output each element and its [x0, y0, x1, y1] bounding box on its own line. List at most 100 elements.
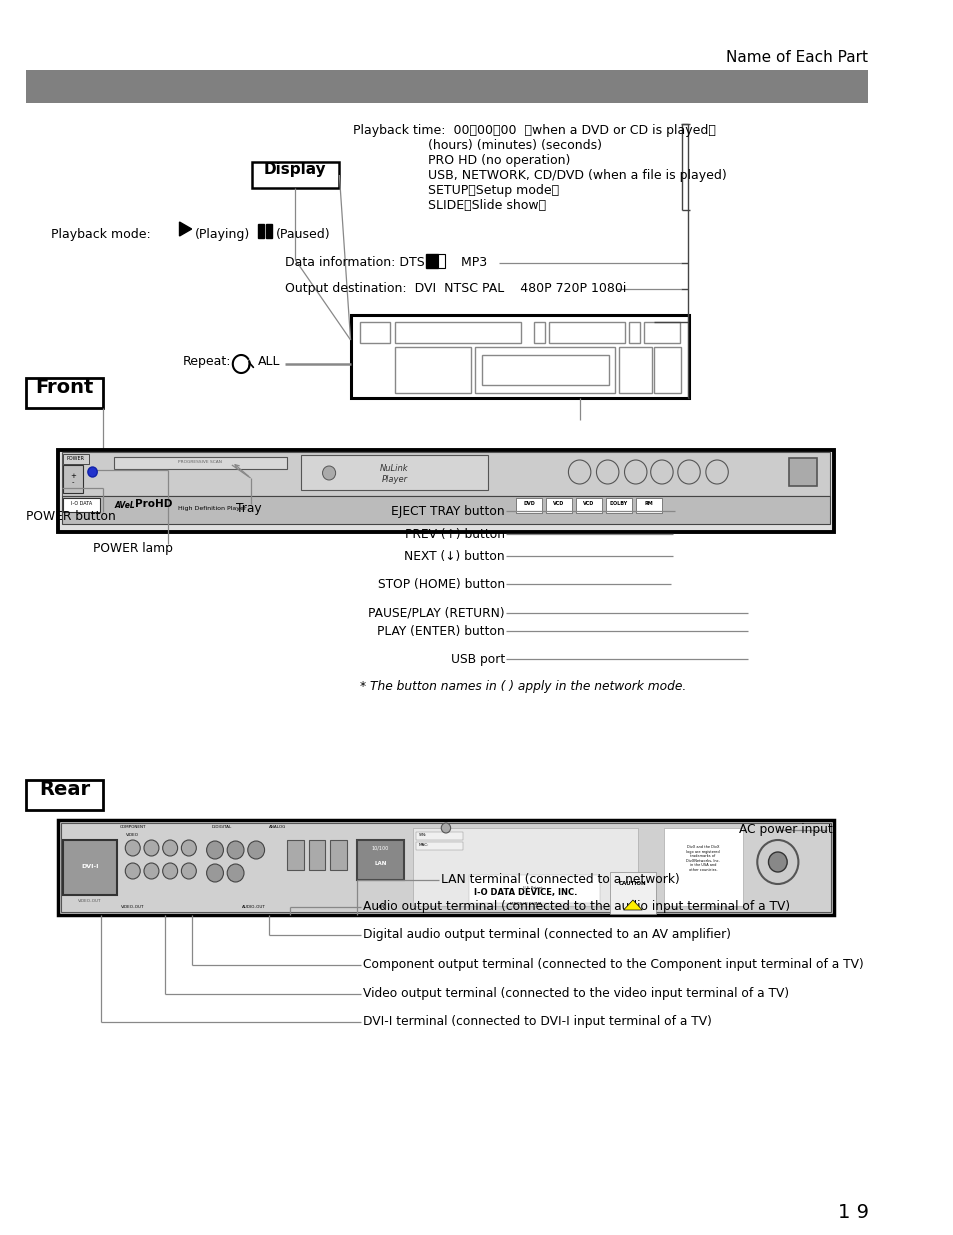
Text: Output destination:  DVI  NTSC PAL    480P 720P 1080i: Output destination: DVI NTSC PAL 480P 72…	[285, 282, 626, 295]
Text: PAUSE/PLAY (RETURN): PAUSE/PLAY (RETURN)	[368, 606, 504, 620]
Text: 1 9: 1 9	[838, 1203, 868, 1221]
Text: AVeL Link Player: AVeL Link Player	[349, 103, 544, 124]
Bar	[350, 315, 688, 398]
Circle shape	[924, 459, 949, 485]
Bar	[63, 454, 89, 464]
Circle shape	[144, 863, 159, 879]
Text: ALL: ALL	[257, 354, 280, 368]
Circle shape	[768, 852, 786, 872]
Text: ProHD: ProHD	[134, 499, 172, 509]
Bar	[61, 823, 830, 911]
Text: Display: Display	[264, 162, 326, 177]
Circle shape	[88, 467, 97, 477]
Polygon shape	[179, 222, 192, 236]
Text: Tray: Tray	[235, 501, 261, 515]
Text: DOLBY: DOLBY	[609, 501, 627, 506]
Text: Repeat:: Repeat:	[182, 354, 231, 368]
Bar	[576, 498, 601, 513]
Text: EJECT TRAY button: EJECT TRAY button	[391, 505, 504, 517]
Text: STOP (HOME) button: STOP (HOME) button	[377, 578, 504, 592]
Circle shape	[181, 840, 196, 856]
Circle shape	[227, 864, 244, 882]
Bar	[548, 322, 625, 343]
Circle shape	[163, 863, 177, 879]
Text: I-O DATA: I-O DATA	[71, 501, 91, 506]
Text: VIDEO-OUT: VIDEO-OUT	[121, 905, 144, 909]
Bar	[356, 840, 403, 881]
Bar	[257, 224, 263, 238]
Text: Front: Front	[35, 378, 93, 396]
Bar	[395, 347, 471, 393]
Bar	[609, 872, 656, 914]
Bar	[266, 224, 272, 238]
Text: PLAY (ENTER) button: PLAY (ENTER) button	[376, 625, 504, 638]
Text: D.DIGITAL: D.DIGITAL	[212, 825, 232, 829]
Text: NuLink
Player: NuLink Player	[380, 464, 409, 484]
Bar	[308, 840, 325, 869]
Text: DVI-I: DVI-I	[81, 864, 98, 869]
Text: +
-: + -	[70, 473, 76, 485]
Text: DVD: DVD	[523, 501, 535, 506]
Text: AUDIO-OUT: AUDIO-OUT	[242, 905, 266, 909]
Text: U.S. Patent...: U.S. Patent...	[522, 885, 546, 890]
Bar	[26, 378, 103, 408]
Bar	[62, 496, 829, 524]
Text: USB, NETWORK, CD/DVD (when a file is played): USB, NETWORK, CD/DVD (when a file is pla…	[428, 169, 726, 182]
Bar	[469, 876, 599, 903]
Text: POWER: POWER	[67, 457, 85, 462]
Bar	[534, 322, 544, 343]
Bar	[114, 457, 287, 469]
Text: POWER lamp: POWER lamp	[93, 542, 173, 555]
Circle shape	[705, 459, 727, 484]
Bar	[253, 162, 339, 188]
Text: PRO HD (no operation): PRO HD (no operation)	[428, 154, 570, 167]
Bar	[62, 452, 829, 496]
Text: Rear: Rear	[39, 781, 90, 799]
Text: MP3: MP3	[448, 256, 486, 269]
Bar	[395, 322, 520, 343]
Text: POWER button: POWER button	[26, 510, 116, 522]
Circle shape	[441, 823, 450, 832]
Circle shape	[624, 459, 646, 484]
Text: MAC:: MAC:	[418, 844, 429, 847]
Text: I-O DATA DEVICE, INC.: I-O DATA DEVICE, INC.	[474, 888, 577, 897]
Bar	[629, 322, 639, 343]
Text: Data information: DTS: Data information: DTS	[285, 256, 424, 269]
Circle shape	[322, 466, 335, 480]
Bar	[605, 498, 631, 513]
Bar	[63, 466, 83, 493]
Text: Playback time:  00：00：00  （when a DVD or CD is played）: Playback time: 00：00：00 （when a DVD or C…	[353, 124, 716, 137]
Text: PROGRESSIVE SCAN: PROGRESSIVE SCAN	[178, 459, 222, 464]
Text: Audio output terminal (connected to the audio input terminal of a TV): Audio output terminal (connected to the …	[362, 900, 789, 913]
Polygon shape	[623, 900, 641, 910]
Circle shape	[596, 459, 618, 484]
Bar	[63, 498, 100, 513]
Text: MADE IN CHINA: MADE IN CHINA	[509, 902, 540, 906]
Circle shape	[568, 459, 590, 484]
Bar	[63, 840, 116, 895]
Circle shape	[650, 459, 673, 484]
Text: NEXT (↓) button: NEXT (↓) button	[404, 550, 504, 563]
Bar	[287, 840, 303, 869]
Text: (hours) (minutes) (seconds): (hours) (minutes) (seconds)	[428, 140, 601, 152]
Circle shape	[125, 863, 140, 879]
Text: (Playing): (Playing)	[194, 228, 250, 241]
Bar	[26, 70, 866, 103]
Text: Component output terminal (connected to the Component input terminal of a TV): Component output terminal (connected to …	[362, 958, 862, 971]
Bar	[26, 781, 103, 810]
Text: LAN terminal (connected to a network): LAN terminal (connected to a network)	[441, 873, 679, 885]
Bar	[413, 827, 637, 906]
Bar	[416, 842, 462, 850]
Circle shape	[181, 863, 196, 879]
Text: COMPONENT: COMPONENT	[119, 825, 146, 829]
Circle shape	[144, 840, 159, 856]
Text: USB port: USB port	[450, 653, 504, 666]
Bar	[58, 450, 833, 532]
Text: 10/100: 10/100	[372, 846, 389, 851]
Circle shape	[207, 864, 223, 882]
Bar	[654, 347, 679, 393]
Text: * The button names in ( ) apply in the network mode.: * The button names in ( ) apply in the n…	[359, 680, 685, 693]
Bar	[663, 827, 742, 906]
Text: PREV (↑) button: PREV (↑) button	[404, 529, 504, 541]
Text: LAN: LAN	[376, 905, 384, 909]
